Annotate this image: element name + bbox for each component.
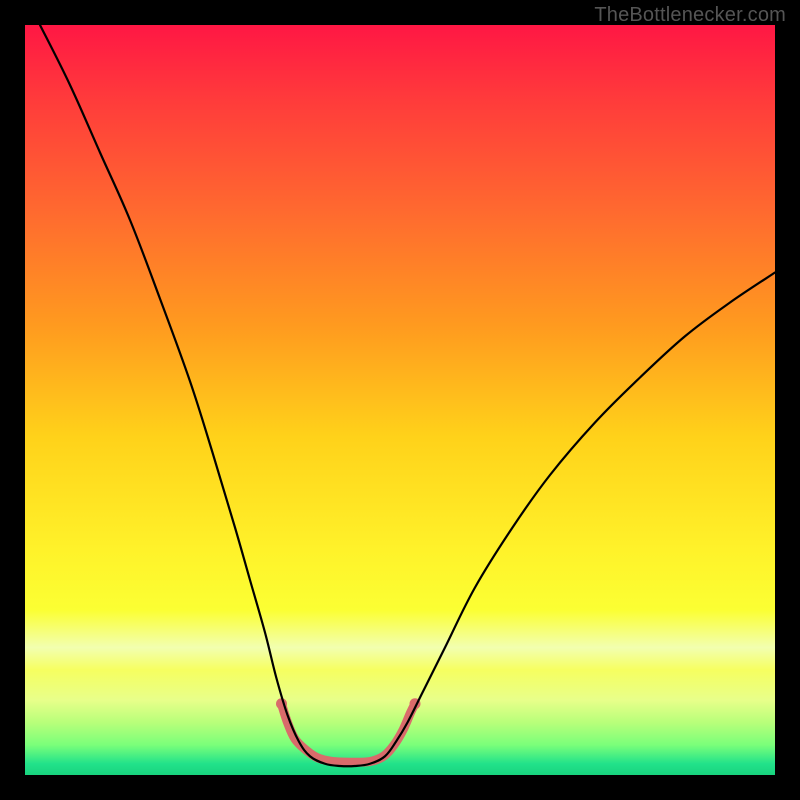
chart-svg (0, 0, 800, 800)
watermark-text: TheBottlenecker.com (594, 4, 786, 27)
bottleneck-curve (40, 25, 775, 766)
chart-frame: TheBottlenecker.com (0, 0, 800, 800)
highlight-band (282, 704, 416, 763)
